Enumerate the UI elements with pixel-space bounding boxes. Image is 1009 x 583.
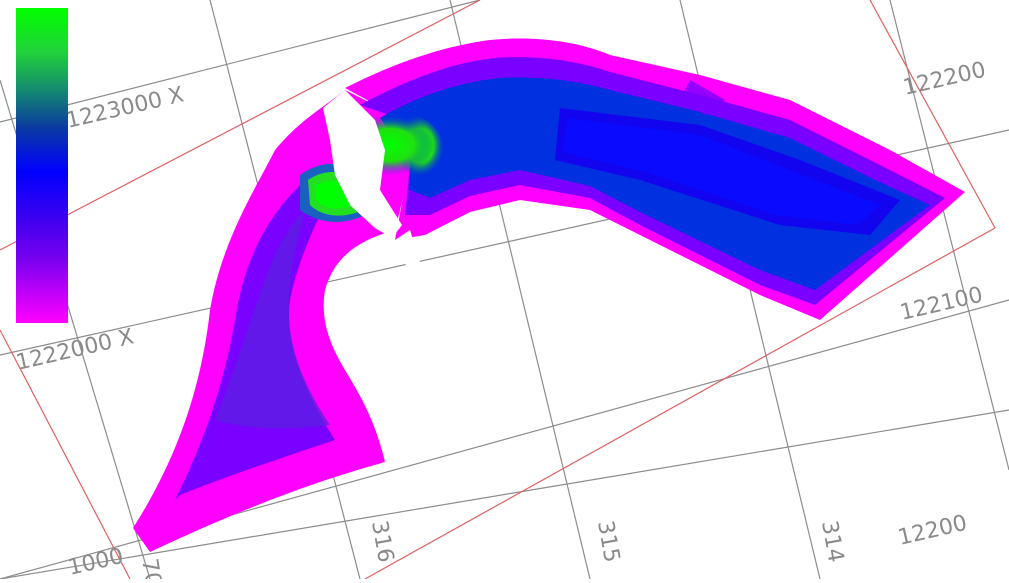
color-scale-legend (16, 8, 68, 323)
grid-label-bottom-1: 316 (366, 519, 398, 565)
grid-label-corner-2: 70 (136, 557, 165, 579)
surface-notch (323, 90, 420, 270)
grid-label-x-bottom: 1222000 X (14, 324, 137, 375)
grid-label-corner: 1000 (66, 544, 126, 579)
grid-label-right-2: 122100 (898, 283, 985, 326)
surface-green-pocket (300, 163, 365, 222)
grid-label-bottom-3: 314 (816, 519, 848, 565)
grid-label-right-1: 122200 (901, 58, 988, 101)
grid-label-right-3: 12200 (896, 511, 970, 551)
grid-label-bottom-2: 315 (592, 519, 624, 565)
surface-channel (345, 38, 965, 321)
